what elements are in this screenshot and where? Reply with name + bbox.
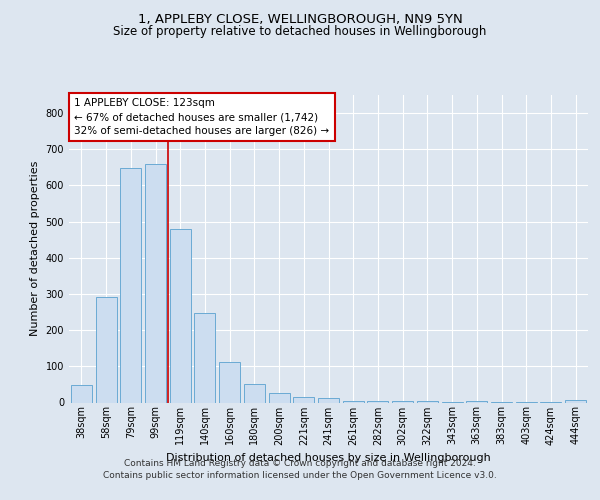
Bar bbox=[343, 400, 364, 402]
Bar bbox=[145, 164, 166, 402]
Bar bbox=[293, 397, 314, 402]
Text: Contains public sector information licensed under the Open Government Licence v3: Contains public sector information licen… bbox=[103, 472, 497, 480]
Text: 1 APPLEBY CLOSE: 123sqm
← 67% of detached houses are smaller (1,742)
32% of semi: 1 APPLEBY CLOSE: 123sqm ← 67% of detache… bbox=[74, 98, 329, 136]
Bar bbox=[466, 400, 487, 402]
Bar bbox=[269, 392, 290, 402]
Text: Size of property relative to detached houses in Wellingborough: Size of property relative to detached ho… bbox=[113, 24, 487, 38]
Text: Contains HM Land Registry data © Crown copyright and database right 2024.: Contains HM Land Registry data © Crown c… bbox=[124, 460, 476, 468]
Bar bbox=[367, 400, 388, 402]
Bar bbox=[219, 362, 240, 403]
Bar bbox=[71, 386, 92, 402]
X-axis label: Distribution of detached houses by size in Wellingborough: Distribution of detached houses by size … bbox=[166, 453, 491, 463]
Bar bbox=[170, 229, 191, 402]
Bar bbox=[417, 400, 438, 402]
Bar bbox=[194, 313, 215, 402]
Bar bbox=[392, 400, 413, 402]
Text: 1, APPLEBY CLOSE, WELLINGBOROUGH, NN9 5YN: 1, APPLEBY CLOSE, WELLINGBOROUGH, NN9 5Y… bbox=[137, 12, 463, 26]
Bar bbox=[95, 296, 116, 403]
Bar bbox=[565, 400, 586, 402]
Bar bbox=[318, 398, 339, 402]
Bar bbox=[120, 168, 141, 402]
Y-axis label: Number of detached properties: Number of detached properties bbox=[30, 161, 40, 336]
Bar bbox=[244, 384, 265, 402]
